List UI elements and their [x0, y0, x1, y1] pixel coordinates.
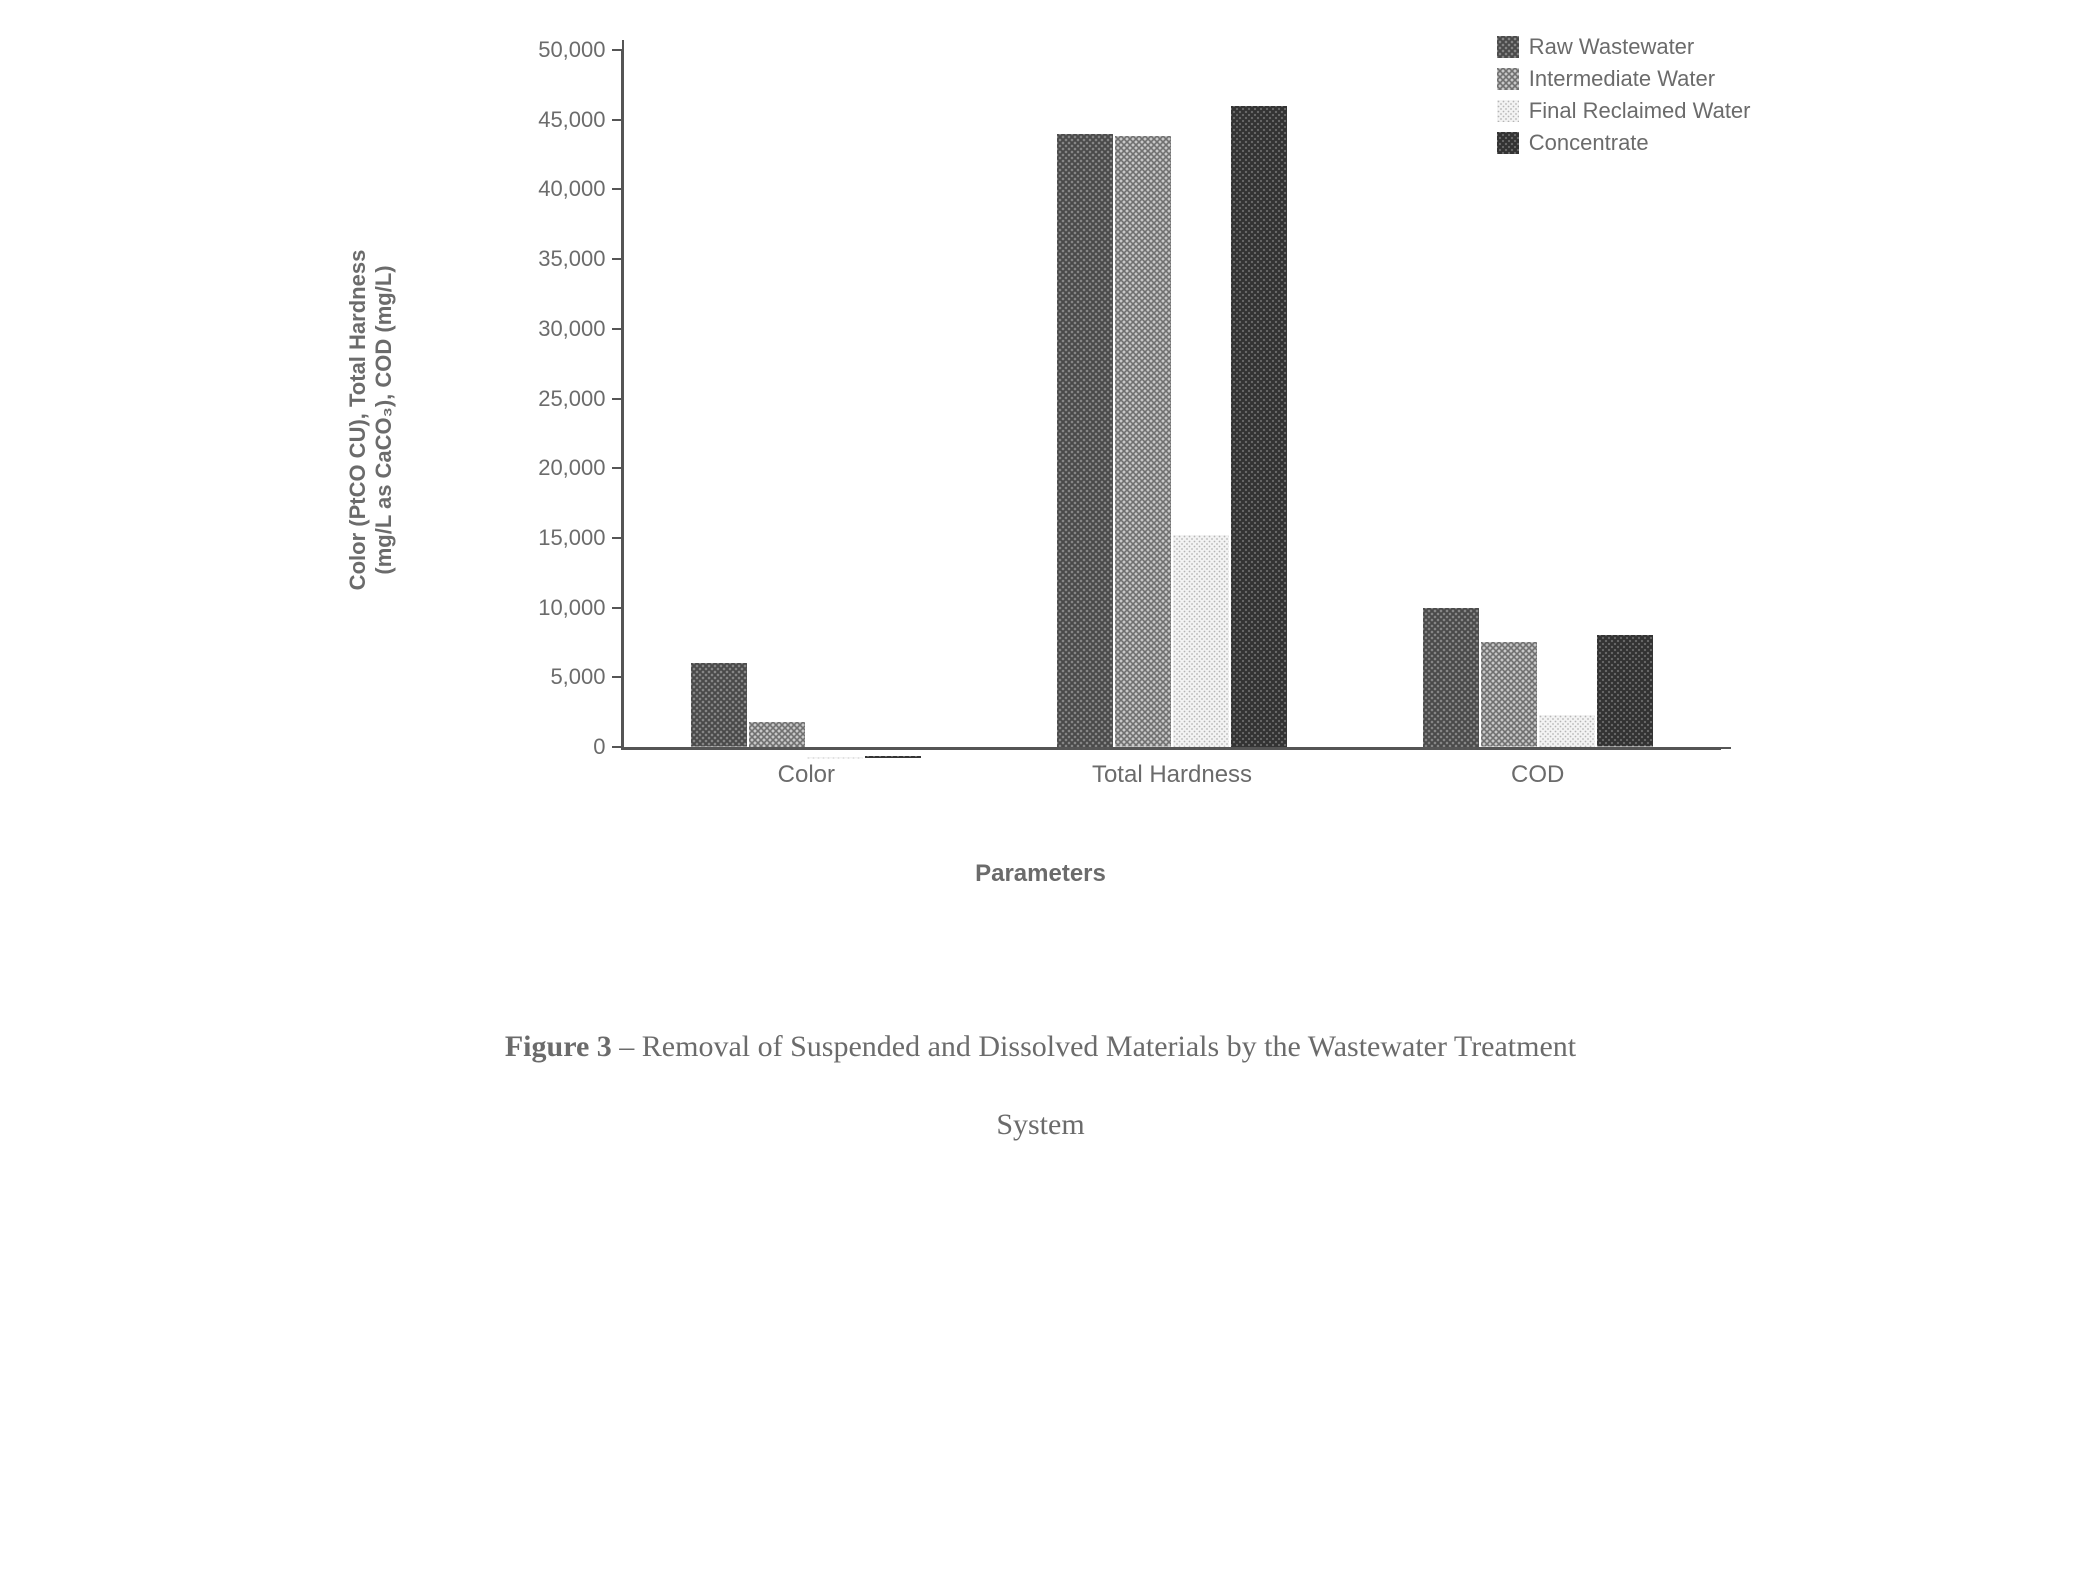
bar-intermediate [1481, 642, 1537, 747]
bar-intermediate [749, 722, 805, 747]
legend: Raw Wastewater Intermediate Water Final Re… [1497, 34, 1751, 162]
y-tick [612, 258, 624, 260]
category-label: Color [778, 761, 835, 789]
y-tick-label: 30,000 [538, 316, 605, 342]
y-tick-label: 0 [593, 734, 605, 760]
legend-swatch [1497, 36, 1519, 58]
y-axis-label-line2: (mg/L as CaCO₃), COD (mg/L) [371, 120, 397, 720]
y-tick [612, 467, 624, 469]
legend-item: Final Reclaimed Water [1497, 98, 1751, 124]
legend-label: Concentrate [1529, 130, 1649, 156]
bar-group: Total Hardness [989, 50, 1355, 747]
legend-item: Concentrate [1497, 130, 1751, 156]
x-axis-label: Parameters [341, 860, 1741, 888]
category-label: Total Hardness [1092, 761, 1252, 789]
y-tick [612, 746, 624, 748]
bar-concentrate [1231, 106, 1287, 747]
y-tick [612, 676, 624, 678]
bar-intermediate [1115, 136, 1171, 747]
y-tick [612, 188, 624, 190]
bar-group: Color [624, 50, 990, 747]
y-tick-label: 50,000 [538, 37, 605, 63]
caption-line2: System [996, 1108, 1084, 1141]
caption-sep: – [612, 1030, 642, 1063]
axis-right-notch [1721, 747, 1731, 749]
y-tick-label: 45,000 [538, 107, 605, 133]
y-tick-label: 40,000 [538, 176, 605, 202]
figure: Color (PtCO CU), Total Hardness (mg/L as… [341, 40, 1741, 1164]
y-tick-label: 25,000 [538, 386, 605, 412]
y-tick-label: 5,000 [550, 664, 605, 690]
bar-raw [1423, 608, 1479, 747]
y-tick [612, 328, 624, 330]
legend-swatch [1497, 100, 1519, 122]
bar-raw [691, 663, 747, 747]
y-axis-label-line1: Color (PtCO CU), Total Hardness [345, 250, 370, 591]
y-tick-label: 15,000 [538, 525, 605, 551]
y-tick [612, 537, 624, 539]
legend-item: Intermediate Water [1497, 66, 1751, 92]
bar-final [807, 746, 863, 747]
legend-label: Raw Wastewater [1529, 34, 1694, 60]
y-tick [612, 119, 624, 121]
y-tick-label: 35,000 [538, 246, 605, 272]
y-axis-label: Color (PtCO CU), Total Hardness (mg/L as… [345, 120, 397, 720]
figure-caption: Figure 3 – Removal of Suspended and Diss… [341, 1008, 1741, 1164]
bar-raw [1057, 134, 1113, 747]
y-tick [612, 49, 624, 51]
y-tick-label: 10,000 [538, 595, 605, 621]
y-tick-label: 20,000 [538, 455, 605, 481]
caption-line1: Removal of Suspended and Dissolved Mater… [642, 1030, 1576, 1063]
legend-item: Raw Wastewater [1497, 34, 1751, 60]
y-tick [612, 607, 624, 609]
bar-concentrate [865, 745, 921, 747]
y-tick [612, 398, 624, 400]
chart-area: Color (PtCO CU), Total Hardness (mg/L as… [521, 40, 1741, 800]
legend-label: Intermediate Water [1529, 66, 1715, 92]
legend-label: Final Reclaimed Water [1529, 98, 1751, 124]
bar-final [1539, 715, 1595, 747]
bar-final [1173, 535, 1229, 747]
category-label: COD [1511, 761, 1564, 789]
legend-swatch [1497, 132, 1519, 154]
legend-swatch [1497, 68, 1519, 90]
caption-prefix: Figure 3 [505, 1030, 612, 1063]
bar-concentrate [1597, 635, 1653, 747]
